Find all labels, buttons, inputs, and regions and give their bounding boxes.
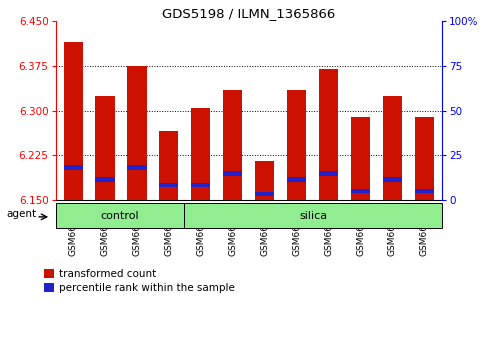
Bar [319, 69, 338, 200]
Bar [287, 177, 306, 182]
Bar [96, 177, 114, 182]
Text: control: control [100, 211, 139, 221]
Bar [255, 161, 274, 200]
Bar [415, 116, 434, 200]
Bar [351, 189, 370, 193]
Title: GDS5198 / ILMN_1365866: GDS5198 / ILMN_1365866 [162, 7, 335, 20]
Text: agent: agent [7, 209, 37, 219]
Bar [351, 116, 370, 200]
Bar [128, 165, 146, 170]
Bar [96, 96, 114, 200]
Bar [159, 131, 179, 200]
Bar [223, 90, 242, 200]
Bar [128, 66, 146, 200]
Bar [415, 189, 434, 193]
Bar [319, 171, 338, 176]
Bar [383, 177, 402, 182]
Legend: transformed count, percentile rank within the sample: transformed count, percentile rank withi… [44, 269, 235, 293]
Bar [185, 203, 442, 228]
Bar [255, 192, 274, 196]
Bar [191, 108, 211, 200]
Bar [56, 203, 185, 228]
Bar [191, 183, 211, 188]
Bar [383, 96, 402, 200]
Bar [159, 183, 179, 188]
Bar [64, 42, 83, 200]
Bar [64, 165, 83, 170]
Bar [223, 171, 242, 176]
Text: silica: silica [299, 211, 327, 221]
Bar [287, 90, 306, 200]
